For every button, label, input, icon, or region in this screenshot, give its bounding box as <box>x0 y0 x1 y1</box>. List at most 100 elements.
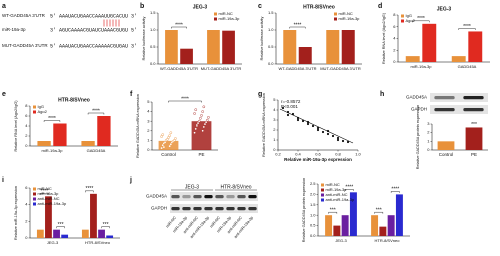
data-point <box>172 139 176 142</box>
blot-band <box>248 207 257 211</box>
significance-bracket <box>85 190 94 193</box>
chart-title: HTR-8/SVneo <box>303 4 335 10</box>
bar <box>98 229 105 238</box>
legend-swatch <box>334 17 337 21</box>
y-tick-label: 0.0 <box>268 61 274 66</box>
y-tick-label: 4 <box>273 107 276 112</box>
data-point <box>167 136 170 139</box>
significance-bracket <box>374 212 384 214</box>
y-tick-label: 3 <box>147 118 150 123</box>
blot-band <box>434 96 455 100</box>
x-tick-label: JEG-3 <box>335 238 347 243</box>
legend-label: Ago2 <box>406 18 416 23</box>
blot-group-label: HTR-8/SVneo <box>220 184 251 190</box>
bar <box>468 31 483 62</box>
x-tick-label: JEG-3 <box>47 240 59 245</box>
mean-bar <box>191 121 212 150</box>
x-tick-label: miR-19a-3p <box>42 148 64 153</box>
x-tick-label: WT-GADD45A 3'UTR <box>160 66 198 71</box>
y-axis-label: Relative GADD45A protein expression <box>302 178 306 242</box>
data-point <box>197 119 201 123</box>
y-tick-label: 0 <box>25 143 28 148</box>
x-tick-label: miR-19a-3p <box>411 64 433 69</box>
significance-bracket <box>289 26 306 29</box>
annotation: **** <box>391 187 399 193</box>
blot-band <box>193 207 202 211</box>
y-tick-label: 8 <box>25 103 28 108</box>
data-point <box>203 122 207 126</box>
bar <box>180 48 193 64</box>
blot-band <box>171 195 180 199</box>
annotation: **** <box>345 185 353 191</box>
data-point <box>160 146 163 150</box>
x-tick-label: 0.4 <box>295 152 301 157</box>
legend-label: miR-19a-3p <box>38 191 60 196</box>
y-tick-label: 1 <box>427 138 430 143</box>
y-tick-label: 3 <box>427 121 430 126</box>
y-tick-label: 2 <box>273 127 276 132</box>
data-point <box>336 138 340 142</box>
significance-bracket <box>56 226 65 229</box>
data-point <box>200 114 203 117</box>
x-tick-label: HTR-8/SVneo <box>375 238 401 243</box>
significance-bracket <box>412 20 430 23</box>
panel-letter: g <box>258 91 262 98</box>
data-point <box>193 131 196 135</box>
legend-label: IgG <box>406 13 412 18</box>
significance-bracket <box>40 193 49 195</box>
bar <box>298 47 312 64</box>
legend-swatch <box>33 197 36 201</box>
blot-band <box>463 96 484 100</box>
data-point <box>311 124 315 128</box>
annotation: **** <box>181 96 189 102</box>
significance-bracket <box>168 100 202 103</box>
bar <box>349 192 357 236</box>
data-point <box>168 134 171 137</box>
annotation: **** <box>175 22 183 28</box>
blot-band <box>182 195 191 199</box>
data-point <box>204 120 208 124</box>
annotation: **** <box>294 22 302 28</box>
bar <box>465 127 483 150</box>
panel-letter: f <box>130 91 133 98</box>
annotation: **** <box>41 189 49 195</box>
chart-title: HTR-8/SVneo <box>58 97 90 103</box>
legend-label: miR-19a-3p <box>339 16 361 21</box>
blot-strip <box>430 93 488 102</box>
panel-letter: c <box>258 3 262 10</box>
lane-label: miR-NC <box>209 216 221 229</box>
y-tick-label: 6 <box>25 185 28 190</box>
y-tick-label: 0 <box>147 147 150 152</box>
y-axis-label: Relative luciferase activity <box>142 17 146 61</box>
bar <box>437 141 455 150</box>
annotation: r=-0.8572 <box>281 99 301 104</box>
y-tick-label: 0.5 <box>310 223 316 228</box>
data-point <box>194 108 198 111</box>
y-tick-label: 0 <box>273 147 276 152</box>
data-point <box>161 133 165 136</box>
data-point <box>281 106 285 110</box>
x-tick-label: 0.6 <box>315 152 321 157</box>
x-tick-label: HTR-8/SVneo <box>85 240 111 245</box>
data-point <box>202 105 206 109</box>
data-point <box>316 128 320 132</box>
bar <box>283 30 297 64</box>
blot-row-label: GAPDH <box>411 107 427 112</box>
blot-band <box>204 195 213 199</box>
significance-bracket <box>458 28 476 30</box>
data-point <box>346 140 350 144</box>
bar <box>81 141 95 146</box>
chart-title: JEG-3 <box>193 4 208 10</box>
y-tick-label: 5 <box>147 99 150 104</box>
legend-swatch <box>214 17 217 21</box>
legend-swatch <box>214 12 217 16</box>
blot-band <box>193 195 202 199</box>
annotation: *** <box>376 208 382 214</box>
y-axis-label: Relative RNA level (Ago2/IgG) <box>14 100 18 152</box>
annotation: *** <box>471 122 477 128</box>
x-axis-label: Relative miR-19a-3p expression <box>284 157 352 162</box>
sequence-label: miR-19a-3p <box>2 27 26 32</box>
y-tick-label: 4 <box>147 109 150 114</box>
